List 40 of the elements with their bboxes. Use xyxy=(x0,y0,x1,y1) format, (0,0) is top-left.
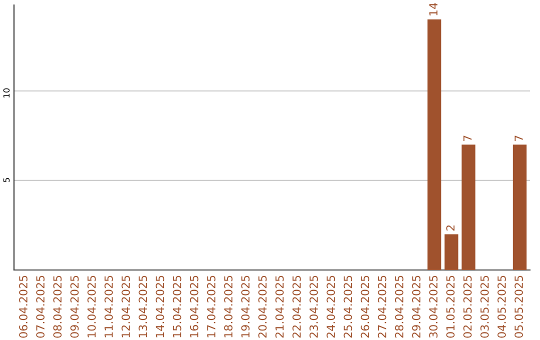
data-label: 7 xyxy=(514,136,523,141)
x-tick-label: 12.04.2025 xyxy=(122,276,130,338)
x-tick-label: 18.04.2025 xyxy=(224,276,233,338)
x-tick-label: 01.05.2025 xyxy=(446,276,455,338)
x-tick-label: 22.04.2025 xyxy=(292,276,301,338)
x-tick-label: 08.04.2025 xyxy=(53,276,62,338)
x-tick-label: 26.04.2025 xyxy=(360,276,370,338)
x-tick-label: 09.04.2025 xyxy=(70,276,79,338)
x-tick-label: 23.04.2025 xyxy=(310,276,318,338)
x-tick-label: 15.04.2025 xyxy=(172,276,182,338)
x-tick-label: 27.04.2025 xyxy=(378,276,386,338)
bar xyxy=(427,19,442,270)
x-tick-label: 17.04.2025 xyxy=(207,276,216,338)
bar xyxy=(512,144,527,270)
x-tick-label: 19.04.2025 xyxy=(241,276,250,338)
x-tick-label: 04.05.2025 xyxy=(497,276,506,338)
x-tick-label: 29.04.2025 xyxy=(412,276,420,338)
x-tick-label: 07.04.2025 xyxy=(36,276,45,338)
bar xyxy=(444,234,458,270)
x-tick-label: 24.04.2025 xyxy=(326,276,336,338)
x-tick-label: 11.04.2025 xyxy=(104,276,113,338)
x-tick-label: 14.04.2025 xyxy=(156,276,164,338)
x-tick-label: 13.04.2025 xyxy=(138,276,148,338)
x-tick-label: 16.04.2025 xyxy=(190,276,198,338)
x-tick-label: 02.05.2025 xyxy=(463,276,472,338)
x-tick-label: 05.05.2025 xyxy=(514,276,523,338)
x-tick-label: 25.04.2025 xyxy=(344,276,352,338)
x-tick-label: 28.04.2025 xyxy=(394,276,404,338)
x-tick-label: 06.04.2025 xyxy=(19,276,28,338)
x-tick-label: 03.05.2025 xyxy=(480,276,489,338)
x-tick-label: 30.04.2025 xyxy=(429,276,438,338)
x-tick-label: 21.04.2025 xyxy=(275,276,284,338)
data-label: 14 xyxy=(429,3,438,16)
y-tick-label: 5 xyxy=(3,178,10,182)
data-label: 7 xyxy=(463,136,472,141)
bar xyxy=(462,144,476,270)
x-tick-label: 10.04.2025 xyxy=(87,276,96,338)
y-tick-label: 10 xyxy=(3,88,10,98)
x-tick-label: 20.04.2025 xyxy=(258,276,267,338)
data-label: 2 xyxy=(446,225,454,231)
